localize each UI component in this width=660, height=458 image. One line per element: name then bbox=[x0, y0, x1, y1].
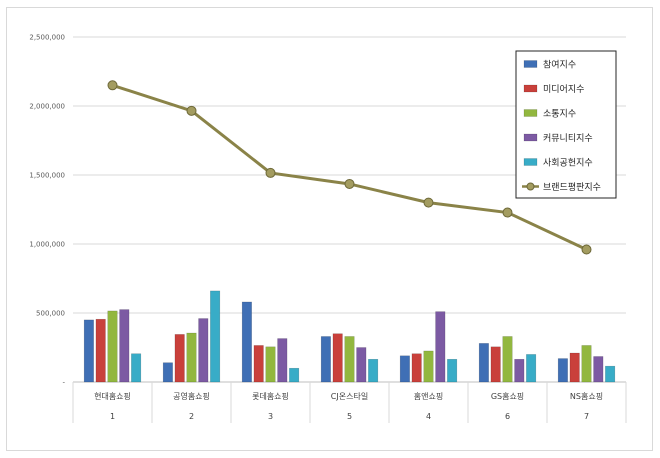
point-브랜드평판지수-CJ온스타일 bbox=[344, 178, 355, 189]
legend-swatch bbox=[523, 109, 538, 117]
bar-커뮤니티지수-GS홈쇼핑 bbox=[514, 358, 525, 383]
legend-marker bbox=[526, 182, 535, 191]
y-tick-label: 1,500,000 bbox=[29, 172, 65, 180]
x-rank-label: 5 bbox=[347, 412, 352, 421]
bar-소통지수-GS홈쇼핑 bbox=[502, 336, 513, 383]
point-브랜드평판지수-현대홈쇼핑 bbox=[107, 80, 118, 91]
bar-참여지수-CJ온스타일 bbox=[320, 336, 331, 383]
bar-참여지수-현대홈쇼핑 bbox=[83, 319, 94, 383]
bar-참여지수-공영홈쇼핑 bbox=[162, 362, 173, 383]
bar-소통지수-현대홈쇼핑 bbox=[107, 310, 118, 383]
x-category-label: NS홈쇼핑 bbox=[570, 391, 603, 401]
legend-entry: 브랜드평판지수 bbox=[543, 182, 601, 193]
point-브랜드평판지수-공영홈쇼핑 bbox=[186, 105, 197, 116]
y-tick-label: - bbox=[62, 379, 65, 387]
x-rank-label: 4 bbox=[426, 412, 431, 421]
point-브랜드평판지수-롯데홈쇼핑 bbox=[265, 167, 276, 178]
legend-swatch bbox=[523, 60, 538, 68]
x-category-label: CJ온스타일 bbox=[331, 392, 368, 401]
bar-소통지수-롯데홈쇼핑 bbox=[265, 346, 276, 383]
bar-커뮤니티지수-홈앤쇼핑 bbox=[435, 311, 446, 383]
bar-커뮤니티지수-공영홈쇼핑 bbox=[198, 318, 209, 383]
bar-미디어지수-롯데홈쇼핑 bbox=[253, 345, 264, 383]
bar-사회공헌지수-롯데홈쇼핑 bbox=[289, 367, 300, 383]
point-브랜드평판지수-홈앤쇼핑 bbox=[423, 197, 434, 208]
x-rank-label: 7 bbox=[584, 412, 589, 421]
bar-참여지수-GS홈쇼핑 bbox=[478, 343, 489, 383]
legend-entry: 커뮤니티지수 bbox=[543, 133, 593, 144]
x-category-label: 공영홈쇼핑 bbox=[173, 391, 210, 401]
x-rank-label: 3 bbox=[268, 412, 273, 421]
y-tick-label: 2,000,000 bbox=[29, 103, 65, 111]
bar-미디어지수-GS홈쇼핑 bbox=[490, 346, 501, 383]
bar-사회공헌지수-GS홈쇼핑 bbox=[526, 354, 537, 383]
bar-커뮤니티지수-CJ온스타일 bbox=[356, 347, 367, 383]
legend-swatch bbox=[523, 158, 538, 166]
x-rank-label: 2 bbox=[189, 412, 194, 421]
x-rank-label: 6 bbox=[505, 412, 510, 421]
bar-커뮤니티지수-NS홈쇼핑 bbox=[593, 356, 604, 383]
line-브랜드평판지수 bbox=[112, 83, 588, 251]
legend-swatch bbox=[523, 84, 538, 93]
bar-커뮤니티지수-현대홈쇼핑 bbox=[119, 309, 130, 383]
legend-entry: 미디어지수 bbox=[543, 84, 584, 95]
bar-사회공헌지수-CJ온스타일 bbox=[368, 358, 379, 383]
point-브랜드평판지수-GS홈쇼핑 bbox=[502, 207, 513, 218]
legend-entry: 소통지수 bbox=[543, 109, 576, 120]
bar-미디어지수-NS홈쇼핑 bbox=[569, 352, 580, 383]
bar-소통지수-홈앤쇼핑 bbox=[423, 350, 434, 383]
bar-미디어지수-홈앤쇼핑 bbox=[411, 353, 422, 383]
bar-커뮤니티지수-롯데홈쇼핑 bbox=[277, 338, 288, 383]
bar-참여지수-홈앤쇼핑 bbox=[399, 355, 410, 383]
bar-사회공헌지수-NS홈쇼핑 bbox=[605, 365, 616, 383]
bar-사회공헌지수-현대홈쇼핑 bbox=[131, 353, 142, 383]
bar-미디어지수-공영홈쇼핑 bbox=[174, 334, 185, 383]
y-tick-label: 1,000,000 bbox=[29, 241, 65, 249]
x-category-label: 현대홈쇼핑 bbox=[94, 391, 131, 401]
bar-참여지수-롯데홈쇼핑 bbox=[241, 301, 252, 383]
legend-box bbox=[515, 50, 617, 199]
x-rank-label: 1 bbox=[110, 412, 115, 421]
legend-entry: 사회공헌지수 bbox=[543, 158, 593, 169]
bar-소통지수-공영홈쇼핑 bbox=[186, 332, 197, 383]
bar-사회공헌지수-공영홈쇼핑 bbox=[210, 290, 221, 383]
bar-소통지수-CJ온스타일 bbox=[344, 336, 355, 383]
point-브랜드평판지수-NS홈쇼핑 bbox=[581, 244, 592, 255]
y-tick-label: 2,500,000 bbox=[29, 34, 65, 42]
y-tick-label: 500,000 bbox=[36, 310, 65, 318]
bar-참여지수-NS홈쇼핑 bbox=[557, 358, 568, 383]
legend-swatch bbox=[523, 133, 538, 142]
x-category-label: 롯데홈쇼핑 bbox=[252, 391, 289, 401]
legend-entry: 참여지수 bbox=[543, 59, 576, 71]
x-category-label: GS홈쇼핑 bbox=[491, 391, 524, 401]
bar-사회공헌지수-홈앤쇼핑 bbox=[447, 358, 458, 383]
bar-미디어지수-CJ온스타일 bbox=[332, 333, 343, 383]
bar-소통지수-NS홈쇼핑 bbox=[581, 345, 592, 383]
x-category-label: 홈앤쇼핑 bbox=[414, 391, 443, 401]
bar-미디어지수-현대홈쇼핑 bbox=[95, 318, 106, 383]
